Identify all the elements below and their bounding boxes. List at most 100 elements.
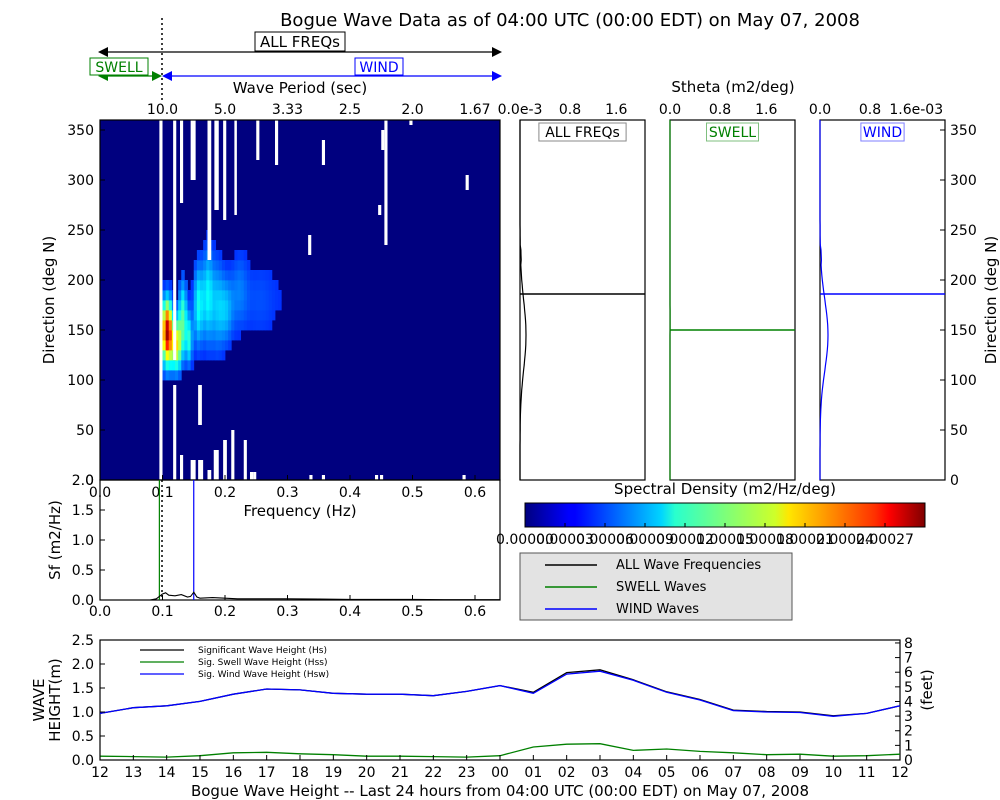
heatmap-cell	[181, 310, 185, 321]
wave-height-x-tick-label: 12	[891, 765, 909, 781]
heatmap-cell	[165, 310, 170, 321]
heatmap-cell	[237, 300, 242, 311]
heatmap-gap	[234, 120, 237, 215]
heatmap-cell	[187, 310, 192, 321]
spectrum-x-tick-label: 0.5	[401, 604, 423, 620]
heatmap-gap	[380, 475, 384, 480]
heatmap-cell	[200, 260, 204, 271]
heatmap-y-tick-label: 0	[85, 473, 94, 489]
heatmap-cell	[265, 300, 270, 311]
heatmap-cell	[193, 270, 198, 281]
heatmap-gap	[384, 120, 388, 245]
heatmap-cell	[184, 350, 188, 361]
heatmap-cell	[231, 330, 235, 341]
heatmap-cell	[206, 280, 210, 291]
heatmap-gap	[462, 475, 466, 480]
stheta-y-tick-label: 100	[950, 373, 977, 389]
heatmap-cell	[218, 280, 223, 291]
heatmap-cell	[253, 270, 257, 281]
stheta-title: Stheta (m2/deg)	[671, 78, 794, 96]
wave-height-x-tick-label: 14	[158, 765, 176, 781]
heatmap-cell	[240, 310, 245, 321]
heatmap-cell	[268, 290, 273, 301]
heatmap-cell	[225, 260, 229, 271]
stheta-panel-label: WIND	[863, 125, 902, 141]
heatmap-cell	[209, 260, 213, 271]
heatmap-cell	[203, 270, 207, 281]
heatmap-cell	[206, 330, 210, 341]
spectral-density-colorbar: Spectral Density (m2/Hz/deg) 0.000000.00…	[496, 480, 926, 548]
heatmap-cell	[212, 270, 217, 281]
spectrum-contents: 0.0 0.5 1.0 1.5 2.0 0.0 0.1 0.2 0.3 0.4 0.5 0.6	[72, 473, 500, 620]
heatmap-cell	[259, 290, 263, 301]
heatmap-cell	[190, 320, 195, 331]
heatmap-cell	[246, 310, 251, 321]
heatmap-cell	[237, 280, 242, 291]
heatmap-cell	[271, 300, 276, 311]
wave-height-y-axis-label: WAVE	[30, 678, 48, 721]
heatmap-cell	[228, 340, 232, 351]
wave-height-x-tick-label: 21	[391, 765, 409, 781]
colorbar-tick-label: 0.00018	[736, 532, 794, 548]
heatmap-cell	[209, 280, 213, 291]
heatmap-cell	[243, 250, 248, 261]
heatmap-cell	[240, 300, 245, 311]
heatmap-cell	[165, 300, 170, 311]
heatmap-cell	[246, 300, 251, 311]
heatmap-cell	[168, 310, 173, 321]
heatmap-cell	[262, 280, 267, 291]
heatmap-cell	[178, 320, 182, 331]
heatmap-cell	[178, 370, 182, 381]
heatmap-cell	[225, 300, 229, 311]
heatmap-cell	[196, 260, 201, 271]
heatmap-cell	[196, 300, 201, 311]
heatmap-cell	[184, 320, 188, 331]
heatmap-cell	[262, 270, 267, 281]
heatmap-cell	[243, 320, 248, 331]
colorbar-tick-label: 0.00015	[696, 532, 754, 548]
heatmap-cell	[234, 310, 238, 321]
heatmap-cell	[253, 300, 257, 311]
heatmap-cell	[259, 300, 263, 311]
heatmap-cell	[200, 270, 204, 281]
colorbar-tick-label: 0.00024	[816, 532, 874, 548]
heatmap-cell	[212, 250, 217, 261]
heatmap-cell	[181, 280, 185, 291]
heatmap-cell	[228, 300, 232, 311]
heatmap-cell	[203, 280, 207, 291]
stheta-x-tick-label: 0.0	[659, 102, 681, 118]
heatmap-cell	[181, 330, 185, 341]
heatmap-cell	[218, 330, 223, 341]
heatmap-gap	[465, 175, 469, 190]
heatmap-cell	[259, 270, 263, 281]
heatmap-cell	[206, 260, 210, 271]
stheta-y-tick-label: 0	[950, 473, 959, 489]
heatmap-cells	[100, 120, 500, 480]
heatmap-cell	[215, 290, 220, 301]
heatmap-cell	[203, 330, 207, 341]
heatmap-cell	[218, 310, 223, 321]
spectrum-x-tick-label: 0.6	[464, 604, 486, 620]
heatmap-cell	[250, 270, 254, 281]
heatmap-gap	[223, 440, 227, 480]
heatmap-gap	[409, 120, 413, 125]
heatmap-cell	[162, 290, 167, 301]
stheta-x-tick-label: 0.8	[859, 102, 881, 118]
wave-height-x-axis-label: Bogue Wave Height -- Last 24 hours from …	[191, 782, 809, 800]
heatmap-cell	[225, 340, 229, 351]
heatmap-gap	[309, 475, 313, 480]
heatmap-cell	[168, 340, 173, 351]
heatmap-cell	[203, 340, 207, 351]
colorbar-tick-label: 0.00027	[856, 532, 914, 548]
heatmap-cell	[256, 290, 260, 301]
heatmap-x-axis-label: Frequency (Hz)	[243, 502, 356, 520]
heatmap-cell	[265, 310, 270, 321]
wave-height-x-tick-label: 09	[791, 765, 809, 781]
wind-box	[354, 57, 404, 76]
heatmap-cell	[215, 330, 220, 341]
heatmap-cell	[209, 310, 213, 321]
heatmap-cell	[203, 250, 207, 261]
heatmap-cell	[246, 280, 251, 291]
wave-height-x-tick-label: 22	[424, 765, 442, 781]
heatmap-cell	[234, 260, 238, 271]
